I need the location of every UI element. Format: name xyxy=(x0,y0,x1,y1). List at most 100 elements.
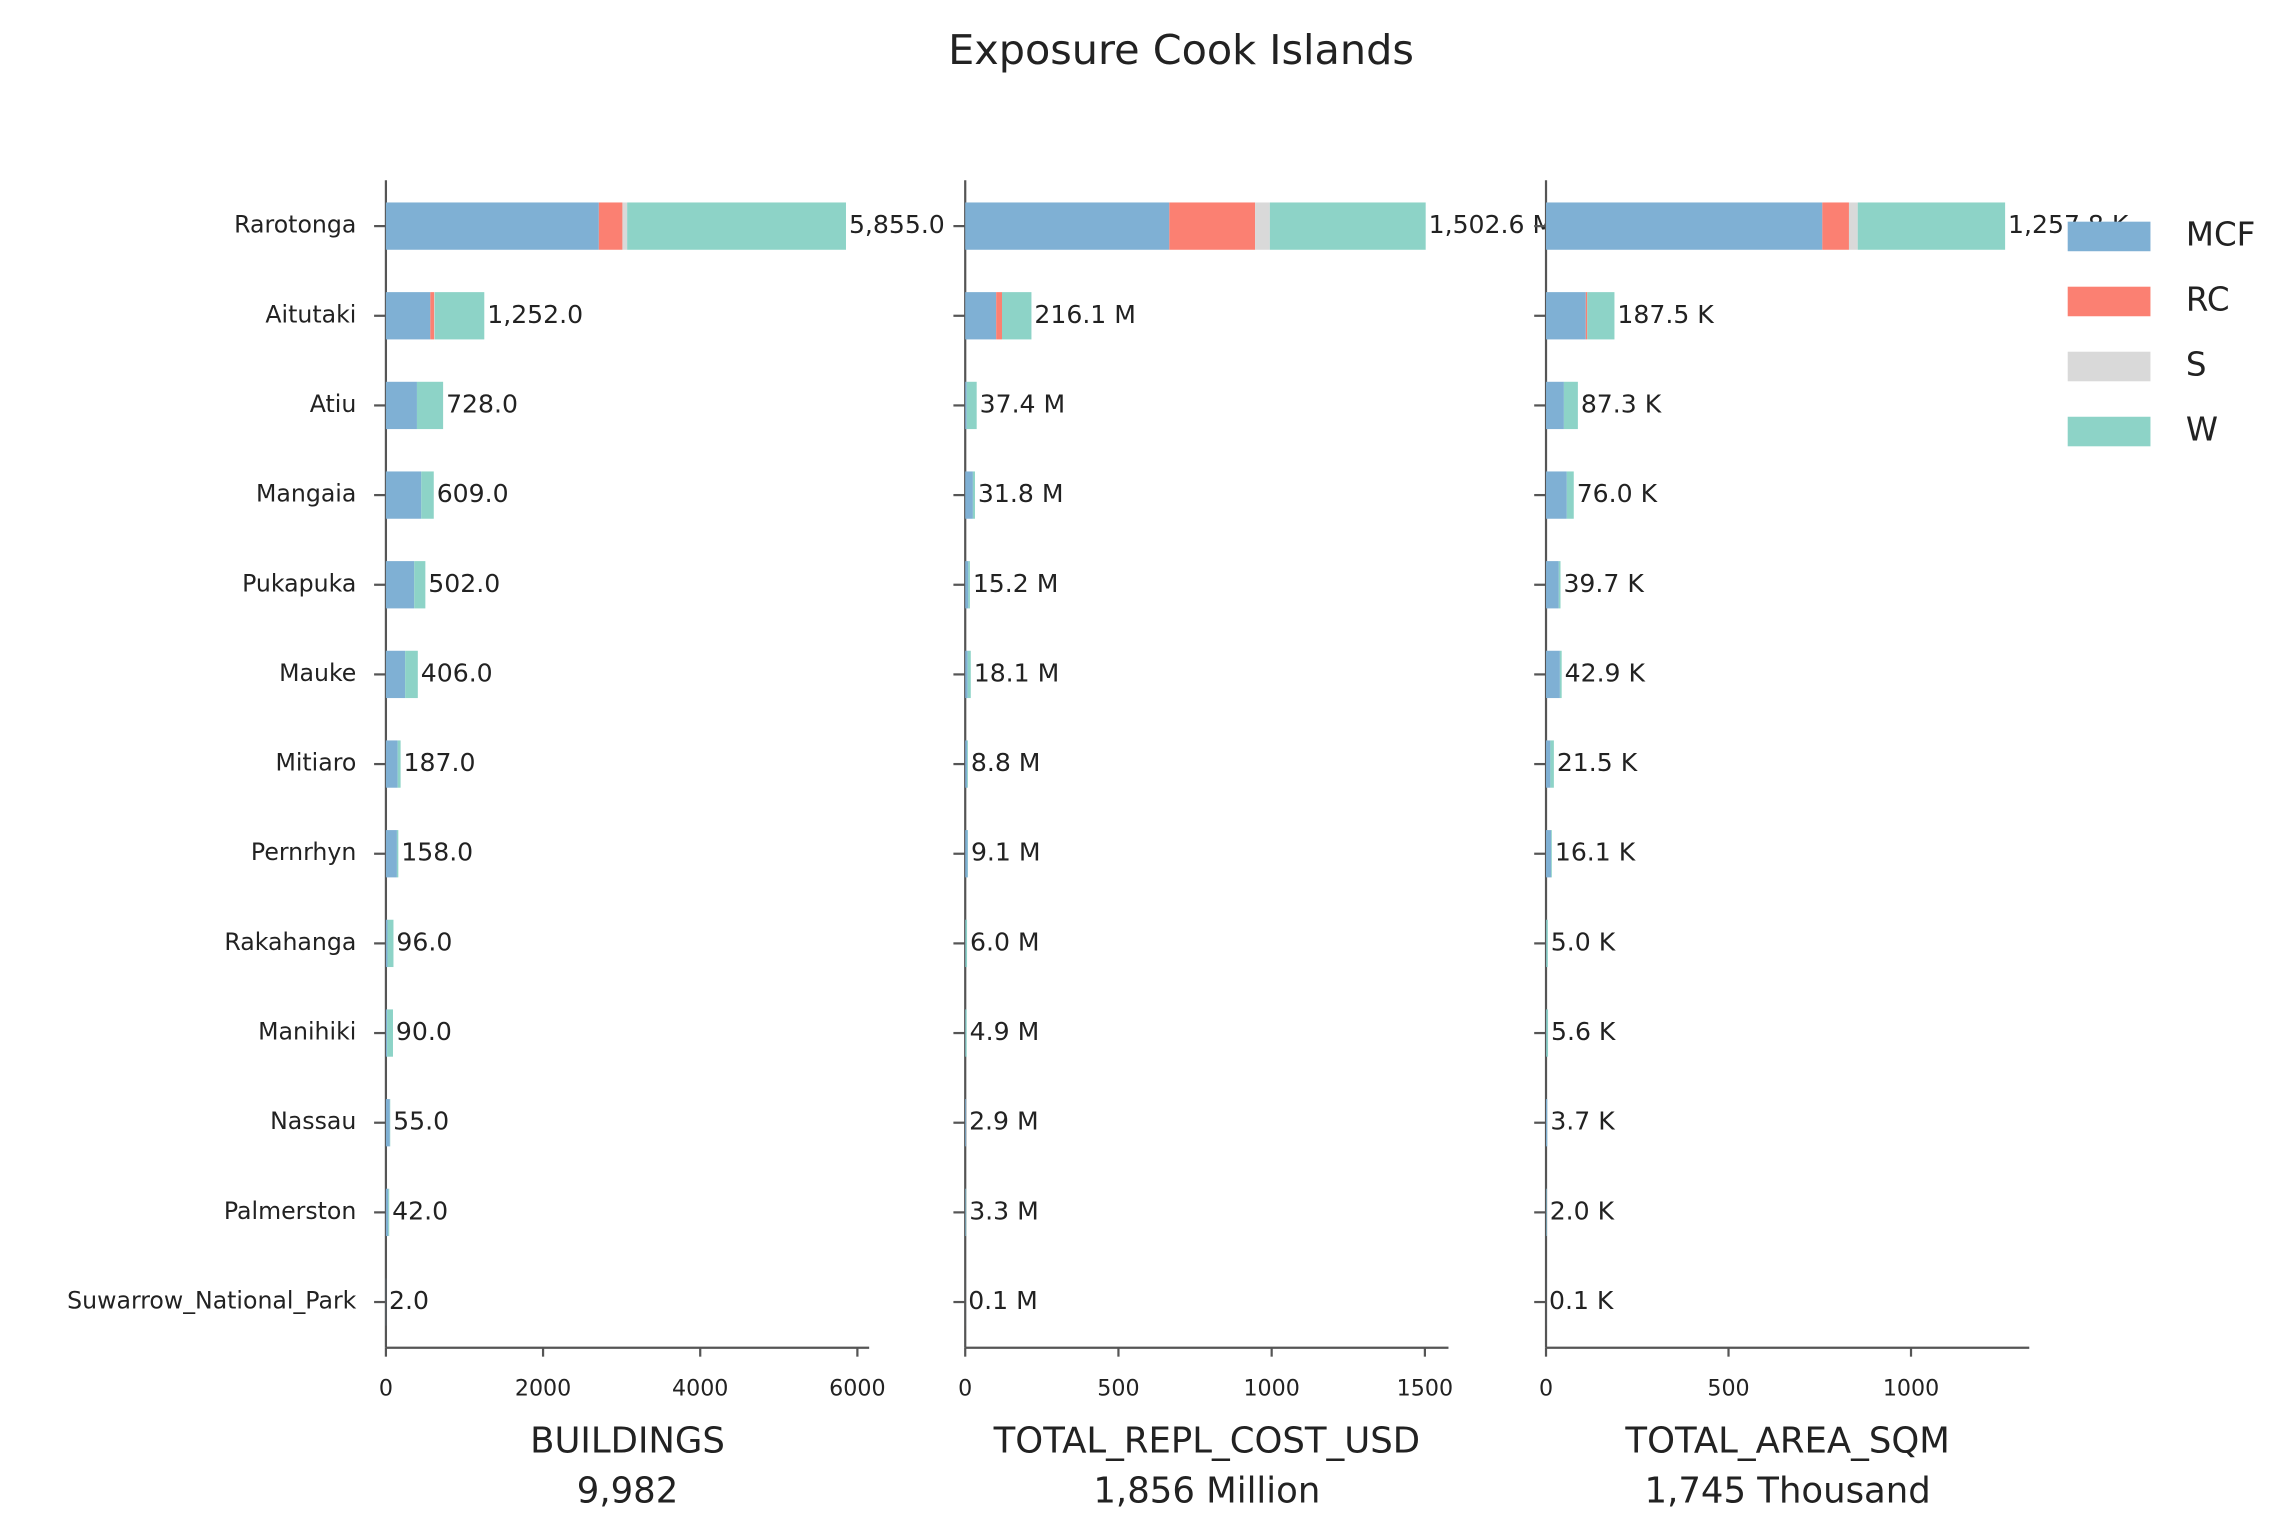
y-tick-label: Mauke xyxy=(279,659,356,687)
total-label: 502.0 xyxy=(428,569,500,598)
legend-swatch xyxy=(2067,416,2151,447)
y-tick-label: Suwarrow_National_Park xyxy=(67,1287,356,1315)
total-label: 5,855.0 xyxy=(849,210,945,239)
bar-segment xyxy=(387,1009,393,1057)
bar-segment xyxy=(967,740,968,788)
bar-segment xyxy=(385,561,415,609)
x-axis-label: TOTAL_AREA_SQM xyxy=(1624,1420,1949,1461)
bar-segment xyxy=(385,830,397,878)
x-tick-label: 500 xyxy=(1097,1376,1139,1402)
bar-segment xyxy=(972,471,975,519)
total-label: 39.7 K xyxy=(1563,569,1644,598)
total-label: 609.0 xyxy=(437,479,509,508)
x-tick-label: 2000 xyxy=(515,1376,571,1402)
bar-segment xyxy=(1546,650,1560,699)
total-label: 6.0 M xyxy=(970,927,1040,956)
bar-segment xyxy=(385,381,417,430)
bar-segment xyxy=(1546,292,1586,340)
bar-segment xyxy=(965,1188,966,1237)
total-label: 76.0 K xyxy=(1577,479,1658,508)
bar-segment xyxy=(1566,471,1574,519)
x-tick-label: 6000 xyxy=(829,1376,885,1402)
bar-segment xyxy=(1546,1188,1547,1237)
legend-label: RC xyxy=(2186,280,2230,318)
x-tick-label: 4000 xyxy=(672,1376,728,1402)
bar-segment xyxy=(1559,650,1562,699)
legend-swatch xyxy=(2067,286,2151,317)
total-label: 187.0 xyxy=(404,748,476,777)
y-tick-label: Manihiki xyxy=(258,1018,356,1046)
y-tick-label: Aitutaki xyxy=(265,300,356,328)
x-tick-label: 0 xyxy=(958,1376,972,1402)
total-label: 31.8 M xyxy=(978,479,1064,508)
bar-segment xyxy=(1546,1009,1549,1057)
legend-label: W xyxy=(2186,411,2218,449)
bar-segment xyxy=(966,381,977,430)
total-label: 406.0 xyxy=(421,658,493,687)
bar-segment xyxy=(965,830,968,878)
y-tick-label: Atiu xyxy=(310,390,357,418)
bar-segment xyxy=(967,650,971,699)
bar-segment xyxy=(385,202,599,250)
bar-segment xyxy=(965,471,973,519)
total-label: 728.0 xyxy=(446,389,518,418)
x-axis-label: TOTAL_REPL_COST_USD xyxy=(993,1420,1420,1461)
total-label: 1,502.6 M xyxy=(1429,210,1555,239)
x-tick-label: 0 xyxy=(1539,1376,1553,1402)
total-label: 87.3 K xyxy=(1581,389,1662,418)
bar-segment xyxy=(1546,830,1552,878)
bar-segment xyxy=(627,202,846,250)
bar-segment xyxy=(1563,381,1578,430)
bar-segment xyxy=(1558,561,1561,609)
total-label: 5.6 K xyxy=(1551,1017,1616,1046)
bar-segment xyxy=(1546,740,1551,788)
bar-segment xyxy=(385,650,406,699)
x-tick-label: 1000 xyxy=(1243,1376,1299,1402)
bar-segment xyxy=(1550,740,1554,788)
bar-segment xyxy=(1546,471,1567,519)
bar-segment xyxy=(388,1188,390,1237)
bar-segment xyxy=(965,1099,967,1147)
bar-segment xyxy=(968,561,970,609)
total-label: 16.1 K xyxy=(1555,838,1636,867)
bar-segment xyxy=(396,830,399,878)
total-label: 21.5 K xyxy=(1557,748,1638,777)
bar-segment xyxy=(1169,202,1256,250)
x-axis-total: 1,856 Million xyxy=(1093,1471,1320,1512)
bar-segment xyxy=(397,740,401,788)
bar-segment xyxy=(387,919,394,968)
total-label: 1,252.0 xyxy=(487,300,583,329)
y-tick-label: Mangaia xyxy=(256,480,356,508)
bar-segment xyxy=(622,202,628,250)
bar-segment xyxy=(1585,292,1588,340)
bar-segment xyxy=(414,561,426,609)
x-axis-total: 9,982 xyxy=(577,1471,679,1512)
x-tick-label: 0 xyxy=(379,1376,393,1402)
x-tick-label: 500 xyxy=(1707,1376,1749,1402)
total-label: 55.0 xyxy=(393,1107,449,1136)
bar-segment xyxy=(965,1009,967,1057)
bar-segment xyxy=(1546,202,1823,250)
bar-segment xyxy=(434,292,485,340)
total-label: 4.9 M xyxy=(970,1017,1040,1046)
bar-segment xyxy=(965,740,968,788)
total-label: 2.0 K xyxy=(1550,1196,1615,1225)
total-label: 42.9 K xyxy=(1565,658,1646,687)
bar-segment xyxy=(1546,381,1564,430)
bar-segment xyxy=(405,650,418,699)
bar-segment xyxy=(385,292,431,340)
total-label: 0.1 K xyxy=(1549,1286,1614,1315)
total-label: 18.1 M xyxy=(974,658,1060,687)
total-label: 96.0 xyxy=(396,927,452,956)
bar-segment xyxy=(965,381,967,430)
total-label: 90.0 xyxy=(396,1017,452,1046)
total-label: 158.0 xyxy=(401,838,473,867)
bar-segment xyxy=(1546,561,1559,609)
x-axis-total: 1,745 Thousand xyxy=(1645,1471,1931,1512)
x-axis-label: BUILDINGS xyxy=(530,1420,725,1461)
y-tick-label: Pernrhyn xyxy=(251,838,356,866)
bar-segment xyxy=(1546,1099,1548,1147)
bar-segment xyxy=(430,292,435,340)
y-tick-label: Nassau xyxy=(270,1107,356,1135)
